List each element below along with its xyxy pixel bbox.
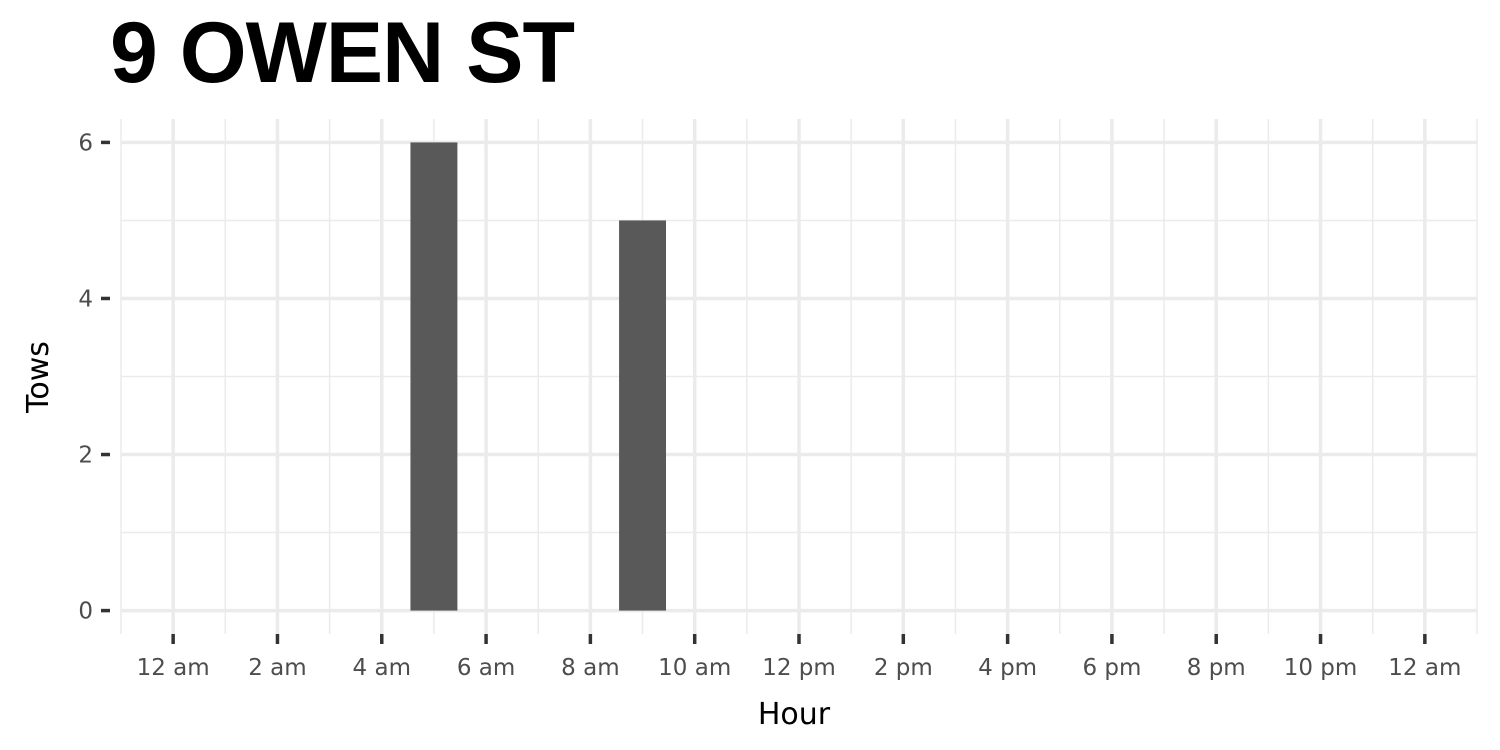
x-tick-label: 12 pm xyxy=(762,655,836,681)
x-axis-title: Hour xyxy=(758,697,831,732)
y-tick-label: 6 xyxy=(78,130,93,156)
bars xyxy=(410,142,667,611)
y-axis: 0 2 4 6 xyxy=(78,130,110,625)
x-tick-label: 12 am xyxy=(1388,655,1461,681)
x-tick-label: 2 am xyxy=(248,655,306,681)
chart-title: 9 OWEN ST xyxy=(110,5,575,101)
x-tick-label: 6 am xyxy=(457,655,515,681)
y-tick-label: 2 xyxy=(78,443,93,469)
x-tick-label: 2 pm xyxy=(874,655,933,681)
x-tick-label: 10 am xyxy=(658,655,731,681)
y-tick-label: 0 xyxy=(78,599,93,625)
x-tick-label: 10 pm xyxy=(1284,655,1358,681)
x-tick-label: 8 pm xyxy=(1187,655,1246,681)
x-axis: 12 am 2 am 4 am 6 am 8 am 10 am 12 pm 2 pm 4 pm 6… xyxy=(137,634,1461,681)
x-tick-label: 4 pm xyxy=(978,655,1037,681)
x-tick-label: 12 am xyxy=(137,655,210,681)
y-tick-label: 4 xyxy=(78,286,93,312)
bar xyxy=(410,142,458,611)
x-tick-label: 4 am xyxy=(353,655,411,681)
y-axis-title: Tows xyxy=(21,341,56,414)
bar xyxy=(619,220,667,611)
x-tick-label: 8 am xyxy=(561,655,619,681)
major-gridlines xyxy=(121,119,1477,634)
x-tick-label: 6 pm xyxy=(1082,655,1141,681)
